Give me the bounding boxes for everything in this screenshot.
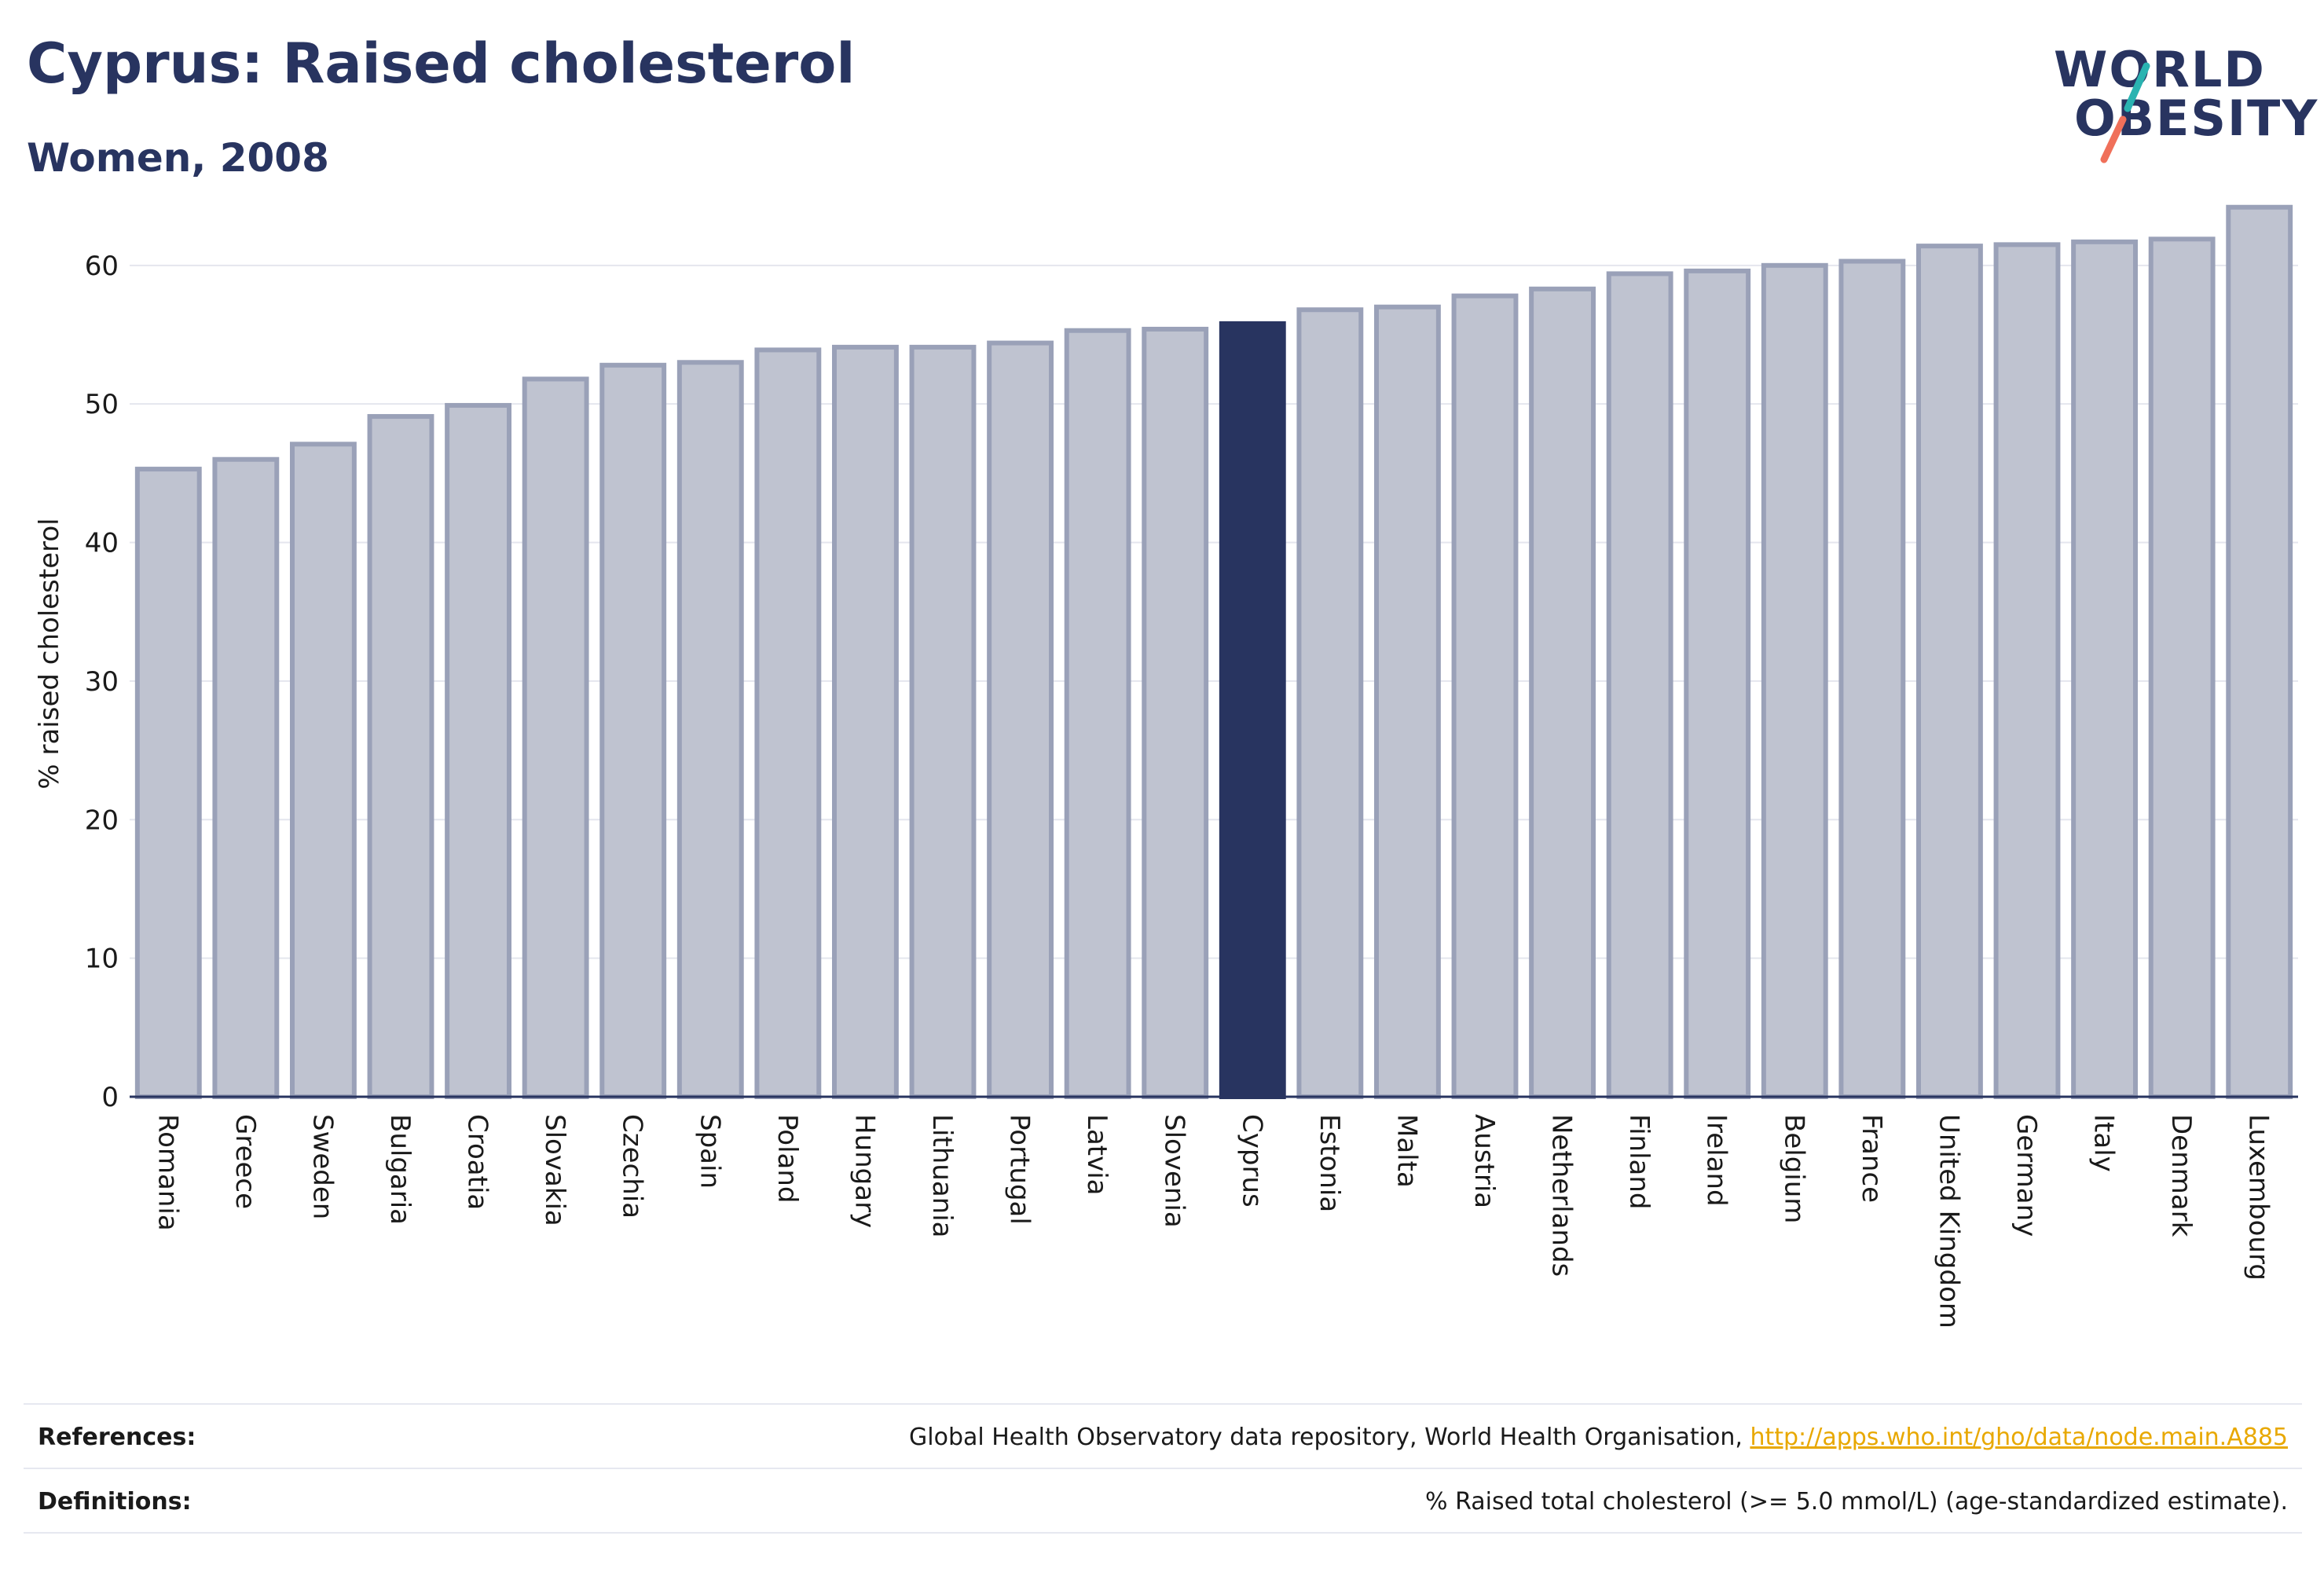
references-link[interactable]: http://apps.who.int/gho/data/node.main.A… xyxy=(1750,1424,2288,1451)
x-tick-labels: Romania Greece Sweden Bulgaria Croatia Slovak… xyxy=(152,1114,2274,1329)
bar-belgium[interactable] xyxy=(1761,262,1828,1099)
x-tick-label: Portugal xyxy=(1004,1114,1036,1225)
x-tick-label: Bulgaria xyxy=(384,1114,416,1225)
x-tick-label: Spain xyxy=(694,1114,725,1189)
x-tick-label: Sweden xyxy=(306,1114,338,1219)
bar-poland[interactable] xyxy=(754,347,822,1099)
x-tick-label: Malta xyxy=(1391,1114,1422,1188)
x-tick-label: Ireland xyxy=(1701,1114,1732,1207)
x-tick-label: Estonia xyxy=(1314,1114,1345,1212)
x-tick-label: Poland xyxy=(772,1114,803,1204)
y-tick-label: 30 xyxy=(85,666,119,698)
logo-slash-icon xyxy=(2100,62,2150,163)
bar-luxembourg[interactable] xyxy=(2226,204,2293,1099)
references-text: Global Health Observatory data repositor… xyxy=(909,1424,1750,1451)
x-tick-label: Hungary xyxy=(849,1114,880,1228)
x-tick-label: France xyxy=(1856,1114,1887,1203)
bar-bulgaria[interactable] xyxy=(367,414,434,1099)
bar-portugal[interactable] xyxy=(987,340,1054,1099)
bar-ireland[interactable] xyxy=(1684,268,1751,1100)
bar-netherlands[interactable] xyxy=(1529,286,1596,1099)
y-tick-label: 0 xyxy=(101,1082,119,1113)
x-tick-label: Belgium xyxy=(1778,1114,1809,1223)
bar-hungary[interactable] xyxy=(832,344,899,1099)
x-tick-label: United Kingdom xyxy=(1933,1114,1964,1329)
bar-germany[interactable] xyxy=(1993,242,2061,1099)
bar-slovenia[interactable] xyxy=(1142,326,1209,1100)
x-tick-label: Slovakia xyxy=(539,1114,570,1226)
footer-divider-bottom xyxy=(24,1532,2302,1534)
footer-divider-top xyxy=(24,1403,2302,1405)
logo-line-1: WORLD xyxy=(2054,41,2266,98)
bar-italy[interactable] xyxy=(2071,239,2138,1100)
x-tick-label: Croatia xyxy=(462,1114,493,1210)
bar-spain[interactable] xyxy=(676,360,744,1100)
x-tick-label: Cyprus xyxy=(1236,1114,1267,1208)
x-tick-label: Netherlands xyxy=(1546,1114,1578,1277)
x-tick-label: Greece xyxy=(229,1114,261,1209)
bars xyxy=(134,204,2293,1100)
bar-chart: 0 10 20 30 40 50 60 Romania Greece Sweden Bulgari… xyxy=(34,204,2298,1329)
x-tick-label: Germany xyxy=(2011,1114,2042,1237)
bar-latvia[interactable] xyxy=(1064,328,1131,1099)
bar-finland[interactable] xyxy=(1606,271,1673,1099)
bar-romania[interactable] xyxy=(134,467,202,1099)
x-tick-label: Lithuania xyxy=(926,1114,958,1237)
bar-lithuania[interactable] xyxy=(909,344,977,1099)
y-tick-label: 60 xyxy=(85,251,119,282)
footer-divider-middle xyxy=(24,1468,2302,1469)
world-obesity-logo[interactable]: WORLD OBESITY xyxy=(2051,38,2317,163)
references-value: Global Health Observatory data repositor… xyxy=(909,1424,2288,1451)
definitions-label: Definitions: xyxy=(38,1488,192,1516)
bar-slovakia[interactable] xyxy=(522,376,589,1100)
bar-france[interactable] xyxy=(1838,258,1906,1100)
bar-cyprus[interactable] xyxy=(1219,321,1286,1099)
bar-malta[interactable] xyxy=(1374,304,1441,1099)
bar-estonia[interactable] xyxy=(1296,307,1364,1100)
bar-austria[interactable] xyxy=(1451,293,1519,1100)
definitions-value: % Raised total cholesterol (>= 5.0 mmol/… xyxy=(1425,1488,2288,1516)
x-tick-label: Finland xyxy=(1623,1114,1655,1210)
x-tick-label: Romania xyxy=(152,1114,183,1231)
y-tick-label: 50 xyxy=(85,389,119,420)
bar-united-kingdom[interactable] xyxy=(1916,244,1983,1099)
y-tick-label: 20 xyxy=(85,804,119,836)
x-tick-label: Latvia xyxy=(1081,1114,1113,1196)
bar-greece[interactable] xyxy=(212,456,280,1099)
x-tick-label: Austria xyxy=(1468,1114,1500,1208)
chart-subtitle: Women, 2008 xyxy=(27,135,329,181)
y-tick-label: 10 xyxy=(85,944,119,975)
bar-czechia[interactable] xyxy=(599,362,667,1099)
chart-title: Cyprus: Raised cholesterol xyxy=(27,31,856,96)
bar-sweden[interactable] xyxy=(290,442,357,1099)
x-tick-label: Italy xyxy=(2088,1114,2120,1172)
x-tick-label: Denmark xyxy=(2165,1114,2197,1237)
references-label: References: xyxy=(38,1424,196,1451)
y-axis-label: % raised cholesterol xyxy=(34,518,65,789)
y-tick-labels: 0 10 20 30 40 50 60 xyxy=(85,251,119,1113)
x-tick-label: Luxembourg xyxy=(2243,1114,2275,1281)
bar-croatia[interactable] xyxy=(445,402,512,1099)
y-tick-label: 40 xyxy=(85,528,119,559)
x-tick-label: Slovenia xyxy=(1159,1114,1190,1228)
bar-denmark[interactable] xyxy=(2148,236,2216,1099)
x-tick-label: Czechia xyxy=(617,1114,648,1219)
